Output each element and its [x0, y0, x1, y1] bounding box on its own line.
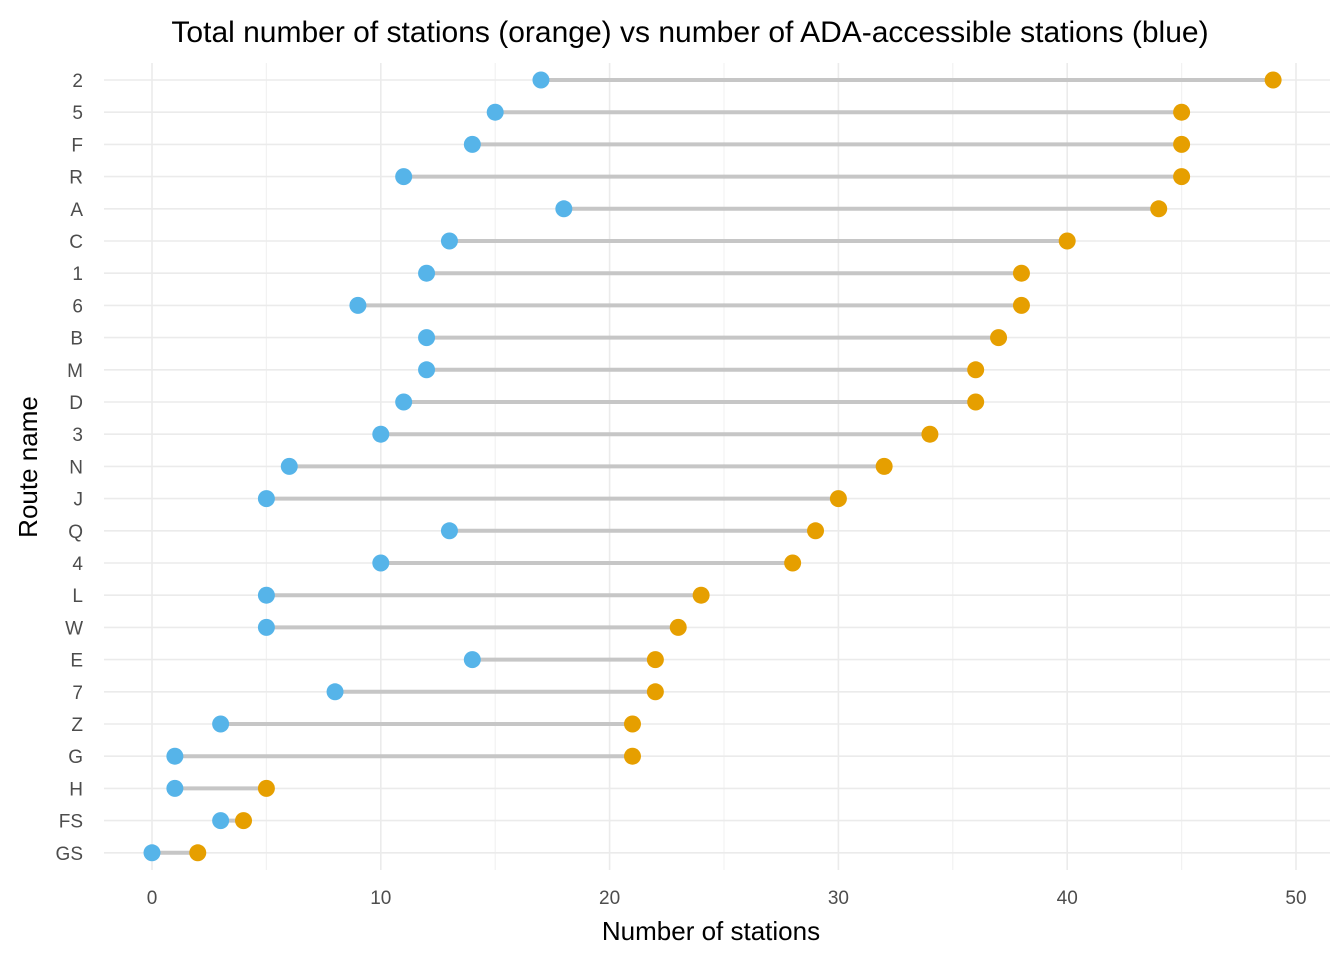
y-tick-label: F	[71, 135, 83, 156]
total-stations-point	[235, 812, 253, 830]
y-tick-label: Q	[68, 522, 83, 543]
ada-accessible-point	[212, 812, 230, 830]
y-tick-label: E	[70, 651, 83, 672]
total-stations-point	[990, 329, 1008, 347]
y-tick-label: L	[72, 586, 83, 607]
total-stations-point	[875, 457, 893, 475]
x-tick-label: 50	[1285, 888, 1306, 909]
total-stations-point	[1173, 103, 1191, 121]
x-tick-label: 40	[1057, 888, 1078, 909]
total-stations-point	[829, 490, 847, 508]
ada-accessible-point	[143, 844, 161, 862]
y-tick-label: 1	[72, 264, 83, 285]
total-stations-point	[921, 425, 939, 443]
x-tick-label: 30	[828, 888, 849, 909]
y-tick-label: C	[69, 232, 83, 253]
ada-accessible-point	[418, 361, 436, 379]
y-tick-label: N	[69, 457, 83, 478]
ada-accessible-point	[166, 747, 184, 765]
y-tick-label: GS	[56, 844, 83, 865]
ada-accessible-point	[372, 554, 390, 572]
total-stations-point	[189, 844, 207, 862]
ada-accessible-point	[326, 683, 344, 701]
ada-accessible-point	[440, 522, 458, 540]
total-stations-point	[967, 393, 985, 411]
y-tick-label: G	[68, 747, 83, 768]
total-stations-point	[1173, 168, 1191, 186]
x-tick-label: 20	[599, 888, 620, 909]
ada-accessible-point	[555, 200, 573, 218]
ada-accessible-point	[418, 329, 436, 347]
y-tick-label: Z	[71, 715, 83, 736]
ada-accessible-point	[257, 618, 275, 636]
y-tick-label: R	[69, 168, 83, 189]
ada-accessible-point	[349, 296, 367, 314]
total-stations-point	[807, 522, 825, 540]
x-axis-title: Number of stations	[602, 916, 820, 946]
ada-accessible-point	[486, 103, 504, 121]
x-tick-label: 0	[147, 888, 158, 909]
chart-title: Total number of stations (orange) vs num…	[171, 16, 1208, 49]
total-stations-point	[1173, 135, 1191, 153]
y-tick-label: H	[69, 779, 83, 800]
y-tick-label: 3	[72, 425, 83, 446]
total-stations-point	[646, 683, 664, 701]
x-axis-tick-labels: 0 10 20 30 40 50	[147, 888, 1307, 909]
total-stations-point	[692, 586, 710, 604]
y-tick-label: W	[65, 618, 83, 639]
y-tick-label: 2	[72, 71, 83, 92]
total-stations-point	[646, 651, 664, 669]
ada-accessible-point	[257, 586, 275, 604]
total-stations-point	[967, 361, 985, 379]
total-stations-point	[669, 618, 687, 636]
x-tick-label: 10	[370, 888, 391, 909]
y-tick-label: 7	[72, 683, 83, 704]
y-tick-label: FS	[59, 812, 83, 833]
total-stations-point	[623, 715, 641, 733]
ada-accessible-point	[257, 490, 275, 508]
y-tick-label: 4	[72, 554, 83, 575]
ada-accessible-point	[532, 71, 550, 89]
y-tick-label: J	[74, 490, 84, 511]
ada-accessible-point	[440, 232, 458, 250]
total-stations-point	[1058, 232, 1076, 250]
total-stations-point	[257, 779, 275, 797]
ada-accessible-point	[372, 425, 390, 443]
total-stations-point	[1012, 264, 1030, 282]
ada-accessible-point	[395, 168, 413, 186]
total-stations-point	[1150, 200, 1168, 218]
dumbbell-points	[143, 71, 1282, 862]
total-stations-point	[1264, 71, 1282, 89]
y-tick-label: 5	[72, 103, 83, 124]
total-stations-point	[1012, 296, 1030, 314]
total-stations-point	[784, 554, 802, 572]
total-stations-point	[623, 747, 641, 765]
y-tick-label: B	[70, 329, 83, 350]
y-tick-label: M	[67, 361, 83, 382]
ada-accessible-point	[280, 457, 298, 475]
ada-accessible-point	[212, 715, 230, 733]
ada-accessible-point	[463, 135, 481, 153]
y-axis-title: Route name	[13, 396, 43, 538]
y-tick-label: D	[69, 393, 83, 414]
ada-accessible-point	[463, 651, 481, 669]
ada-accessible-point	[418, 264, 436, 282]
y-tick-label: 6	[72, 296, 83, 317]
y-tick-label: A	[70, 200, 83, 221]
ada-accessible-point	[166, 779, 184, 797]
ada-accessible-point	[395, 393, 413, 411]
